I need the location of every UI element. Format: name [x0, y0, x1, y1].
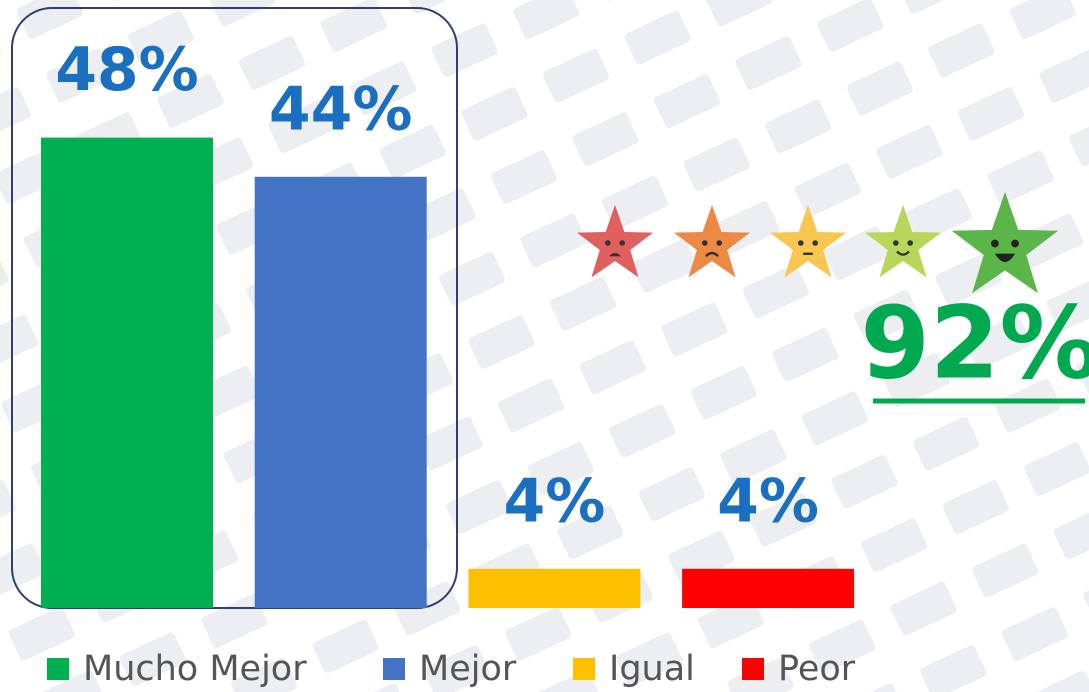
- legend-label: Peor: [778, 649, 856, 689]
- total-annotation: 92%: [860, 284, 1089, 401]
- legend-swatch: [383, 658, 405, 680]
- legend-swatch: [47, 658, 69, 680]
- bar: [682, 568, 855, 608]
- bar: [468, 568, 641, 608]
- highlight-frame: [11, 7, 458, 609]
- legend-swatch: [573, 658, 595, 680]
- legend-label: Igual: [609, 649, 695, 689]
- rating-stars: [576, 192, 1059, 294]
- data-label: 4%: [503, 466, 605, 536]
- data-label: 48%: [55, 35, 199, 105]
- legend-label: Mucho Mejor: [83, 649, 307, 689]
- data-label: 4%: [717, 466, 819, 536]
- legend-label: Mejor: [419, 649, 517, 689]
- bar: [254, 176, 427, 609]
- legend-swatch: [742, 658, 764, 680]
- bar: [41, 137, 213, 608]
- data-label: 44%: [269, 74, 413, 144]
